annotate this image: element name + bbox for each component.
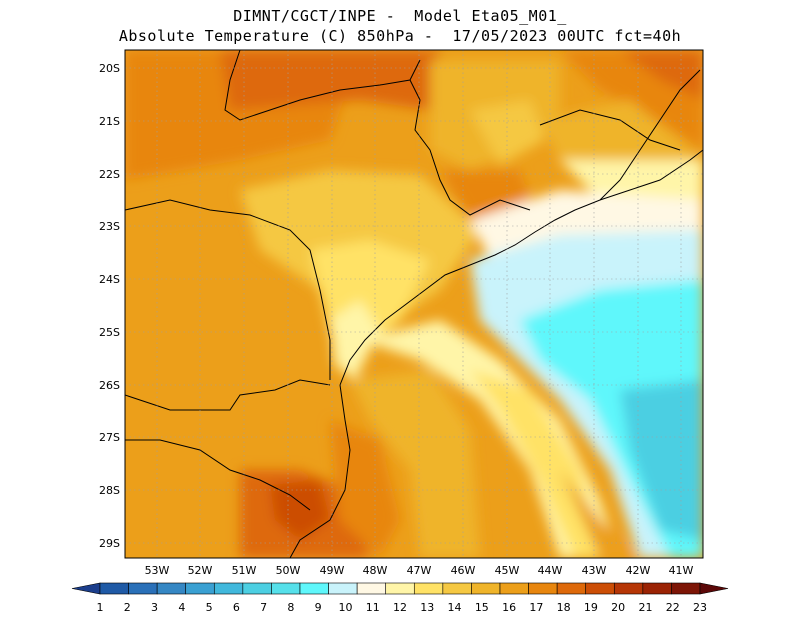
colorbar-label: 18 — [557, 601, 571, 614]
lon-label: 41W — [669, 564, 694, 577]
map-frame — [124, 49, 704, 559]
colorbar-label: 3 — [151, 601, 158, 614]
lon-label: 46W — [451, 564, 476, 577]
colorbar-label: 2 — [124, 601, 131, 614]
colorbar-label: 13 — [420, 601, 434, 614]
colorbar-swatch — [356, 582, 387, 595]
lat-label: 29S — [99, 537, 120, 550]
lat-label: 25S — [99, 326, 120, 339]
temperature-field — [125, 50, 703, 558]
colorbar-swatch — [585, 582, 615, 595]
colorbar-label: 1 — [97, 601, 104, 614]
colorbar-label: 14 — [448, 601, 462, 614]
colorbar-label: 16 — [502, 601, 516, 614]
lon-label: 49W — [320, 564, 345, 577]
colorbar-label: 6 — [233, 601, 240, 614]
colorbar-swatch — [242, 582, 272, 595]
colorbar-label: 15 — [475, 601, 489, 614]
lon-label: 45W — [495, 564, 520, 577]
colorbar-label: 4 — [178, 601, 185, 614]
grid-lines — [125, 50, 703, 558]
colorbar-swatch — [671, 582, 701, 595]
colorbar-swatch — [471, 582, 501, 595]
colorbar-label: 7 — [260, 601, 267, 614]
coastline-borders — [125, 50, 703, 558]
colorbar-swatch — [528, 582, 558, 595]
colorbar-swatch — [213, 582, 244, 595]
colorbar-label: 23 — [693, 601, 707, 614]
colorbar-label: 8 — [287, 601, 294, 614]
colorbar: 1 2 3 4 5 6 7 8 9 10 11 12 13 14 15 16 17 18 19 20 21 22 23 — [71, 582, 729, 614]
lon-label: 50W — [276, 564, 301, 577]
colorbar-swatch — [328, 582, 358, 595]
lat-label: 22S — [99, 168, 120, 181]
colorbar-swatch — [499, 582, 529, 595]
colorbar-label: 11 — [366, 601, 380, 614]
lat-label: 23S — [99, 220, 120, 233]
colorbar-swatch — [642, 582, 672, 595]
colorbar-swatch — [413, 582, 444, 595]
chart-title: DIMNT/CGCT/INPE - Model Eta05_M01_ — [233, 7, 567, 25]
lon-axis: 53W 52W 51W 50W 49W 48W 47W 46W 45W 44W … — [145, 564, 694, 577]
lat-label: 21S — [99, 115, 120, 128]
colorbar-swatch — [556, 582, 587, 595]
colorbar-arrow-right — [699, 582, 729, 595]
lon-label: 47W — [407, 564, 432, 577]
colorbar-label: 19 — [584, 601, 598, 614]
lat-label: 24S — [99, 273, 120, 286]
lat-label: 27S — [99, 431, 120, 444]
colorbar-label: 9 — [315, 601, 322, 614]
lon-label: 44W — [538, 564, 563, 577]
colorbar-label: 21 — [638, 601, 652, 614]
lon-label: 53W — [145, 564, 170, 577]
colorbar-swatch — [385, 582, 415, 595]
colorbar-label: 10 — [338, 601, 352, 614]
lon-label: 48W — [363, 564, 388, 577]
chart-subtitle: Absolute Temperature (C) 850hPa - 17/05/… — [118, 27, 682, 45]
colorbar-swatch — [99, 582, 129, 595]
colorbar-label: 12 — [393, 601, 407, 614]
colorbar-arrow-left — [71, 582, 101, 595]
colorbar-swatch — [442, 582, 472, 595]
lon-label: 51W — [232, 564, 257, 577]
colorbar-swatch — [299, 582, 329, 595]
lat-label: 20S — [99, 62, 120, 75]
colorbar-label: 17 — [529, 601, 543, 614]
colorbar-label: 22 — [666, 601, 680, 614]
lon-label: 42W — [626, 564, 651, 577]
colorbar-swatch — [613, 582, 644, 595]
lon-label: 43W — [582, 564, 607, 577]
colorbar-swatch — [156, 582, 187, 595]
colorbar-label: 20 — [611, 601, 625, 614]
colorbar-swatch — [185, 582, 215, 595]
colorbar-swatch — [128, 582, 158, 595]
lon-label: 52W — [188, 564, 213, 577]
colorbar-swatch — [271, 582, 301, 595]
colorbar-label: 5 — [206, 601, 213, 614]
lat-axis: 20S 21S 22S 23S 24S 25S 26S 27S 28S 29S — [99, 62, 120, 550]
lat-label: 28S — [99, 484, 120, 497]
lat-label: 26S — [99, 379, 120, 392]
